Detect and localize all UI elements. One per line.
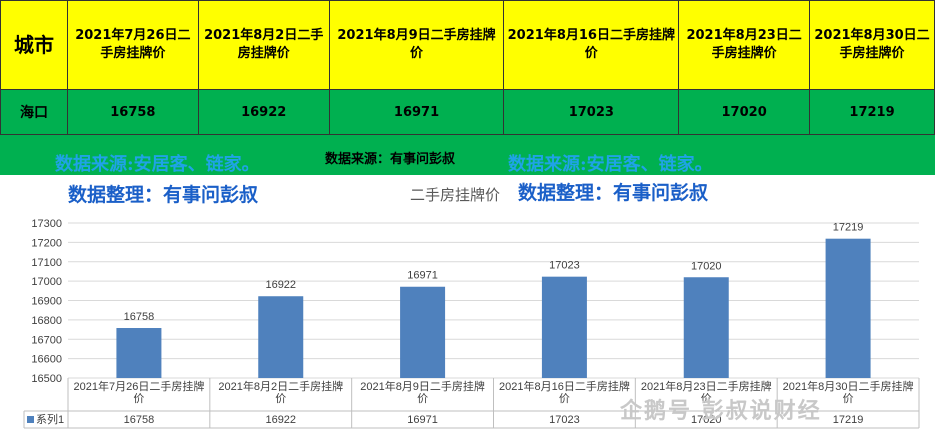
- bar: [825, 238, 871, 378]
- data-label: 16922: [265, 279, 296, 291]
- price-cell[interactable]: 16922: [197, 89, 330, 135]
- price-cell[interactable]: 16971: [328, 89, 505, 135]
- source-text: 数据来源：有事问彭叔: [325, 152, 456, 167]
- bar: [400, 286, 446, 378]
- legend-swatch: [27, 416, 34, 423]
- brand-watermark: 企鹅号 彭叔说财经: [620, 399, 822, 424]
- bar: [541, 276, 587, 378]
- watermark-source-right: 数据来源:安居客、链家。: [508, 154, 713, 175]
- watermark-source-left: 数据来源:安居客、链家。: [55, 154, 260, 175]
- source-bar: [0, 135, 935, 175]
- data-table-value: 16758: [124, 414, 155, 426]
- header-city-cell[interactable]: 城市: [0, 0, 68, 90]
- x-tick-label: 价: [701, 392, 712, 405]
- legend-label: 系列1: [36, 412, 64, 426]
- price-cell[interactable]: 17219: [809, 89, 935, 135]
- y-tick-label: 17100: [31, 257, 62, 269]
- data-label: 16971: [407, 270, 438, 282]
- x-tick-label: 价: [275, 392, 286, 405]
- data-label: 17219: [833, 222, 864, 234]
- bar: [683, 277, 729, 378]
- x-tick-label: 2021年8月30日二手房挂牌: [783, 379, 914, 393]
- row-city-cell[interactable]: 海口: [0, 89, 68, 135]
- data-table-value: 17020: [691, 414, 722, 426]
- table-row: 海口 16758 16922 16971 17023 17020 17219: [0, 89, 935, 135]
- y-tick-label: 17300: [31, 218, 62, 230]
- x-tick-label: 2021年7月26日二手房挂牌: [74, 379, 205, 393]
- price-table: 城市 2021年7月26日二手房挂牌价 2021年8月2日二手房挂牌价 2021…: [0, 0, 935, 135]
- y-tick-label: 16500: [31, 373, 62, 385]
- x-tick-label: 价: [417, 392, 428, 405]
- price-cell[interactable]: 17023: [503, 89, 680, 135]
- x-tick-label: 2021年8月9日二手房挂牌: [360, 379, 485, 393]
- y-tick-label: 17000: [31, 276, 62, 288]
- data-label: 17023: [549, 260, 580, 272]
- data-table-value: 16922: [265, 414, 296, 426]
- x-tick-label: 2021年8月16日二手房挂牌: [499, 379, 630, 393]
- header-date-cell[interactable]: 2021年8月2日二手房挂牌价: [197, 0, 330, 90]
- y-tick-label: 16900: [31, 296, 62, 308]
- data-label: 17020: [691, 260, 722, 272]
- chart-title: 二手房挂牌价: [410, 186, 501, 204]
- header-date-cell[interactable]: 2021年8月23日二手房挂牌价: [678, 0, 811, 90]
- price-cell[interactable]: 17020: [678, 89, 811, 135]
- price-cell[interactable]: 16758: [66, 89, 199, 135]
- watermark-author-right: 数据整理：有事问彭叔: [518, 182, 709, 204]
- header-date-cell[interactable]: 2021年8月9日二手房挂牌价: [328, 0, 505, 90]
- y-tick-label: 16600: [31, 354, 62, 366]
- bar: [116, 328, 162, 378]
- y-tick-label: 17200: [31, 237, 62, 249]
- x-tick-label: 2021年8月2日二手房挂牌: [218, 379, 343, 393]
- x-tick-label: 价: [843, 392, 854, 405]
- data-table-value: 17023: [549, 414, 580, 426]
- header-date-cell[interactable]: 2021年8月30日二手房挂牌价: [809, 0, 935, 90]
- x-tick-label: 价: [133, 392, 144, 405]
- x-tick-label: 2021年8月23日二手房挂牌: [641, 379, 772, 393]
- y-tick-label: 16800: [31, 315, 62, 327]
- data-table-value: 16971: [407, 414, 438, 426]
- x-tick-label: 价: [559, 392, 570, 405]
- data-label: 16758: [124, 311, 155, 323]
- bar: [258, 296, 304, 378]
- y-tick-label: 16700: [31, 334, 62, 346]
- watermark-author-left: 数据整理：有事问彭叔: [68, 184, 259, 206]
- data-table-value: 17219: [833, 414, 864, 426]
- table-header-row: 城市 2021年7月26日二手房挂牌价 2021年8月2日二手房挂牌价 2021…: [0, 0, 935, 90]
